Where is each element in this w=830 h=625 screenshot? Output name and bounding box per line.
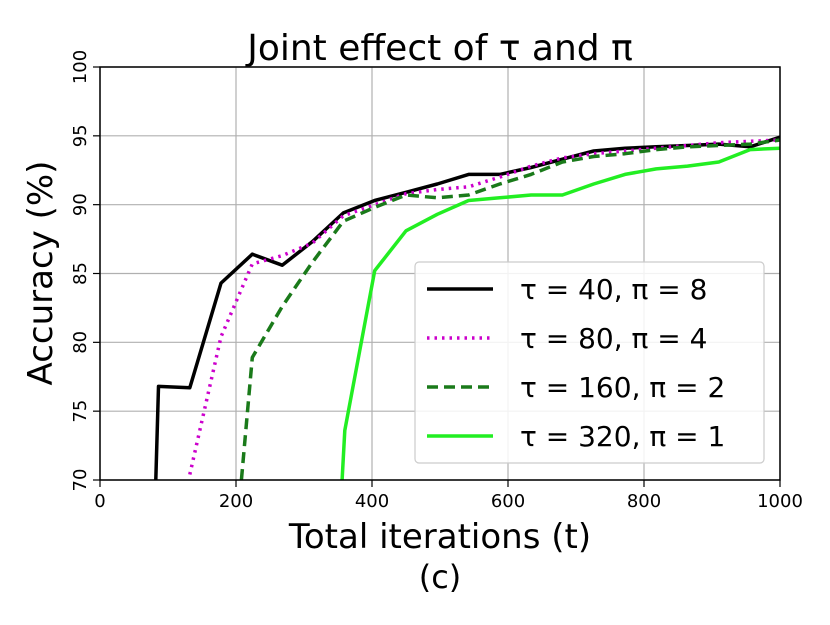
- x-tick-label: 0: [94, 491, 105, 512]
- y-tick-label: 85: [70, 262, 91, 285]
- figure-caption: (c): [419, 558, 462, 596]
- chart-title: Joint effect of τ and π: [245, 28, 633, 69]
- legend-label: τ = 40, π = 8: [520, 273, 707, 306]
- x-tick-label: 200: [219, 491, 253, 512]
- legend-label: τ = 160, π = 2: [520, 371, 725, 404]
- y-tick-label: 80: [70, 331, 91, 354]
- y-tick-label: 90: [70, 193, 91, 216]
- x-tick-label: 1000: [757, 491, 803, 512]
- y-tick-label: 70: [70, 469, 91, 492]
- y-tick-label: 75: [70, 400, 91, 423]
- y-axis-label: Accuracy (%): [21, 161, 61, 386]
- axis-ticks: 0 200 400 600 800 1000 70 75 80 85 90 95 100: [70, 50, 803, 512]
- y-tick-label: 95: [70, 124, 91, 147]
- legend-label: τ = 80, π = 4: [520, 322, 707, 355]
- series-line-3: [239, 138, 781, 481]
- series-line-2: [188, 138, 781, 475]
- x-tick-label: 400: [355, 491, 389, 512]
- legend-box: [414, 261, 765, 464]
- x-tick-label: 800: [627, 491, 661, 512]
- legend: τ = 40, π = 8 τ = 80, π = 4 τ = 160, π = 2…: [414, 261, 765, 464]
- legend-label: τ = 320, π = 1: [520, 420, 725, 453]
- series-lines: [154, 135, 781, 481]
- series-line-1: [154, 135, 781, 481]
- x-tick-label: 600: [491, 491, 525, 512]
- series-line-4: [340, 146, 781, 481]
- y-tick-label: 100: [70, 50, 91, 84]
- x-axis-label: Total iterations (t): [288, 517, 591, 557]
